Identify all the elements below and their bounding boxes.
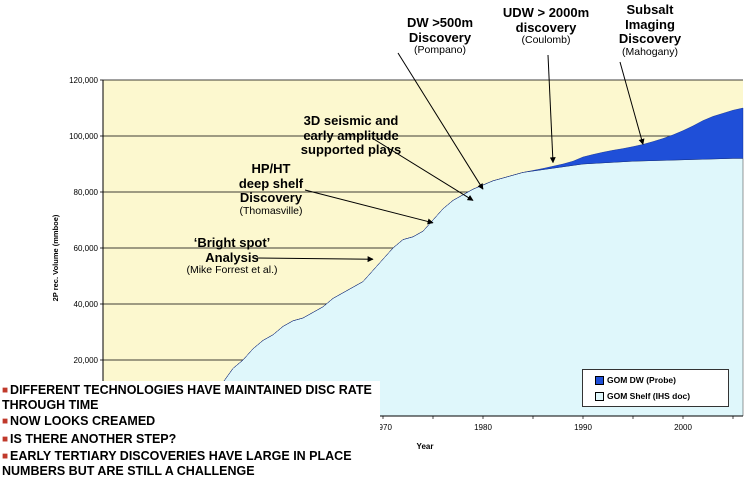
legend-label-dw: GOM DW (Probe) (607, 375, 676, 385)
legend-swatch-shelf (595, 391, 604, 401)
y-tick-label: 80,000 (74, 188, 99, 197)
y-tick-label: 40,000 (74, 300, 99, 309)
annotation-hpht: HP/HT deep shelf Discovery (Thomasville) (211, 161, 331, 217)
bullet-item: ■ NOW LOOKS CREAMED (2, 414, 156, 429)
bullet-list: ■ DIFFERENT TECHNOLOGIES HAVE MAINTAINED … (0, 381, 380, 485)
annotation-title-line: ‘Bright spot’ (193, 235, 271, 250)
annotation-arrows (256, 52, 645, 263)
legend-item-dw: GOM DW (Probe) (595, 375, 676, 385)
annotation-arrow-seismic (371, 137, 474, 201)
x-axis-label: Year (417, 442, 434, 451)
y-axis-label: 2P rec. Volume (mmboe) (51, 214, 60, 301)
annotation-title-line: supported plays (300, 142, 402, 158)
bullet-marker-icon: ■ (2, 450, 9, 462)
x-tick-label: 1970 (374, 423, 392, 432)
bullet-marker-icon: ■ (2, 385, 9, 396)
annotation-title-line: discovery (515, 19, 577, 35)
annotation-title-line: Analysis (205, 249, 259, 265)
x-tick-label: 2000 (674, 423, 692, 432)
annotation-arrow-dw500 (397, 52, 484, 190)
y-tick-label: 120,000 (69, 76, 98, 85)
annotation-arrow-udw (547, 54, 556, 164)
annotation-subtitle: (Mahogany) (621, 45, 679, 58)
y-tick-label: 20,000 (74, 356, 99, 365)
annotation-subtitle: (Coulomb) (521, 34, 571, 47)
annotation-arrow-subsalt (619, 61, 645, 145)
annotation-title-line: Subsalt (626, 2, 674, 17)
annotation-bright: ‘Bright spot’ Analysis (Mike Forrest et al… (157, 235, 307, 277)
x-tick-label: 1990 (574, 423, 592, 432)
bullet-marker-icon: ■ (2, 416, 9, 428)
x-tick-label: 1980 (474, 423, 492, 432)
annotation-title-line: UDW > 2000m (502, 5, 590, 20)
y-tick-label: 60,000 (74, 244, 99, 253)
annotation-subtitle: (Thomasville) (239, 204, 303, 217)
area-series (142, 107, 744, 417)
y-tick-label: 100,000 (69, 132, 98, 141)
annotation-title-line: HP/HT (251, 161, 291, 176)
annotation-subtitle: (Mike Forrest et al.) (186, 264, 278, 277)
annotation-subsalt: Subsalt Imaging Discovery (Mahogany) (605, 2, 695, 58)
bullet-marker-icon: ■ (2, 433, 9, 445)
annotation-title-line: DW >500m (406, 15, 474, 30)
legend-swatch-dw (595, 375, 604, 385)
annotation-title-line: early amplitude (303, 127, 399, 143)
legend-label-shelf: GOM Shelf (IHS doc) (607, 391, 691, 401)
annotation-title-line: Discovery (239, 190, 303, 206)
annotation-seismic: 3D seismic and early amplitude supported p… (281, 113, 421, 158)
chart-legend: GOM DW (Probe) GOM Shelf (IHS doc) (582, 369, 729, 407)
annotation-arrow-bright (256, 256, 374, 263)
bullet-item: ■ DIFFERENT TECHNOLOGIES HAVE MAINTAINED … (2, 383, 372, 413)
annotation-title-line: 3D seismic and (303, 113, 399, 128)
annotation-udw: UDW > 2000m discovery (Coulomb) (496, 5, 596, 47)
bullet-item: ■ IS THERE ANOTHER STEP? (2, 431, 177, 446)
annotation-title-line: Discovery (618, 31, 682, 47)
series-area-gom-dw (142, 107, 744, 417)
annotation-title-line: deep shelf (238, 175, 304, 191)
legend-item-shelf: GOM Shelf (IHS doc) (595, 391, 690, 401)
bullet-item: ■ EARLY TERTIARY DISCOVERIES HAVE LARGE I… (2, 448, 352, 479)
annotation-arrow-hpht (304, 189, 434, 225)
annotation-subtitle: (Pompano) (414, 44, 466, 57)
annotation-title-line: Discovery (408, 29, 472, 45)
annotation-title-line: Imaging (625, 16, 675, 32)
annotation-dw500: DW >500m Discovery (Pompano) (395, 15, 485, 57)
